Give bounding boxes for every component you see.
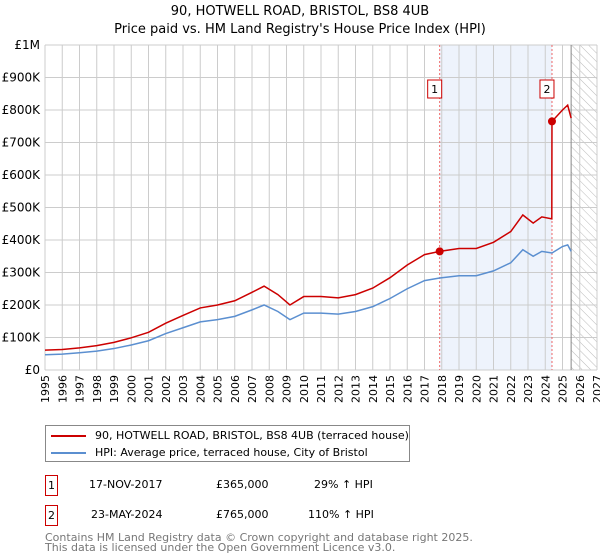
x-tick-label: 2016 (401, 375, 414, 403)
chart-title: 90, HOTWELL ROAD, BRISTOL, BS8 4UB (170, 4, 430, 19)
x-tick-label: 2009 (281, 375, 294, 403)
x-tick-label: 2024 (539, 375, 552, 403)
sale-hpi: 110% ↑ HPI (308, 508, 374, 521)
sale-hpi: 29% ↑ HPI (314, 478, 373, 491)
chart-subtitle: Price paid vs. HM Land Registry's House … (114, 22, 486, 37)
sale-marker-box (427, 79, 443, 99)
y-tick-label: £800K (2, 103, 42, 117)
x-tick-label: 2026 (574, 375, 587, 403)
x-tick-label: 2006 (229, 375, 242, 403)
x-tick-label: 2013 (350, 375, 363, 403)
y-tick-label: £100K (2, 331, 42, 345)
x-tick-label: 1998 (91, 375, 104, 403)
sale-point (435, 247, 444, 256)
y-tick-label: £1M (14, 38, 40, 52)
x-tick-label: 2011 (315, 375, 328, 403)
x-tick-label: 2021 (488, 375, 501, 403)
property-price-line (44, 103, 572, 351)
legend-label: HPI: Average price, terraced house, City… (95, 446, 368, 459)
x-tick-label: 2019 (453, 375, 466, 403)
x-tick-label: 2007 (246, 375, 259, 403)
footer-copyright: Contains HM Land Registry data © Crown c… (45, 531, 473, 544)
footer-licence: This data is licensed under the Open Gov… (45, 541, 396, 554)
x-tick-label: 2014 (367, 375, 380, 403)
sale-row-2: 2 23-MAY-2024 £765,000 110% ↑ HPI (45, 505, 445, 526)
x-tick-label: 2004 (194, 375, 207, 403)
x-tick-label: 2022 (505, 375, 518, 403)
sale-row-1: 1 17-NOV-2017 £365,000 29% ↑ HPI (45, 475, 445, 496)
x-tick-label: 2002 (160, 375, 173, 403)
sale-badge: 1 (45, 475, 58, 496)
legend-item-property: 90, HOTWELL ROAD, BRISTOL, BS8 4UB (terr… (51, 429, 409, 442)
x-tick-label: 2027 (591, 375, 600, 403)
x-tick-label: 2010 (298, 375, 311, 403)
y-tick-label: £500K (2, 201, 42, 215)
sale-price: £365,000 (216, 478, 269, 491)
x-tick-label: 2017 (419, 375, 432, 403)
sale-price: £765,000 (216, 508, 269, 521)
x-tick-label: 1996 (56, 375, 69, 403)
sale-marker-label: 1 (431, 83, 438, 96)
x-tick-label: 1997 (74, 375, 87, 403)
x-tick-label: 2025 (557, 375, 570, 403)
x-tick-label: 2008 (263, 375, 276, 403)
x-tick-label: 2005 (212, 375, 225, 403)
y-tick-label: £200K (2, 298, 42, 312)
y-tick-label: £900K (2, 71, 42, 85)
y-tick-label: £600K (2, 168, 42, 182)
sale-date: 17-NOV-2017 (89, 478, 163, 491)
sale-marker-box (539, 79, 555, 99)
legend-swatch (51, 451, 86, 454)
sale-badge: 2 (45, 505, 58, 526)
legend-swatch (51, 434, 86, 437)
sale-date: 23-MAY-2024 (91, 508, 163, 521)
y-tick-label: £0 (25, 363, 40, 377)
price-chart: 1995 1996 1997 1998 1999 2000 2001 2002 2003 2004… (2, 38, 600, 403)
legend-item-hpi: HPI: Average price, terraced house, City… (51, 446, 368, 459)
x-tick-label: 2023 (522, 375, 535, 403)
legend: 90, HOTWELL ROAD, BRISTOL, BS8 4UB (terr… (45, 425, 410, 462)
y-tick-label: £300K (2, 266, 42, 280)
x-tick-label: 2020 (470, 375, 483, 403)
x-tick-label: 1999 (108, 375, 121, 403)
x-tick-label: 2018 (436, 375, 449, 403)
x-tick-label: 1995 (39, 375, 52, 403)
sale-marker-label: 2 (543, 83, 550, 96)
legend-label: 90, HOTWELL ROAD, BRISTOL, BS8 4UB (terr… (95, 429, 409, 442)
x-tick-label: 2015 (384, 375, 397, 403)
x-tick-label: 2012 (332, 375, 345, 403)
y-tick-label: £400K (2, 233, 42, 247)
x-tick-label: 2003 (177, 375, 190, 403)
y-tick-label: £700K (2, 136, 42, 150)
sale-point (547, 117, 556, 126)
hpi-line (44, 243, 572, 356)
x-tick-label: 2001 (143, 375, 156, 403)
x-tick-label: 2000 (125, 375, 138, 403)
